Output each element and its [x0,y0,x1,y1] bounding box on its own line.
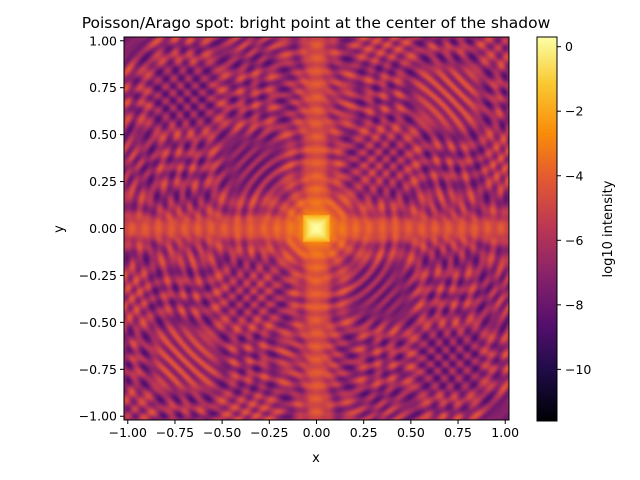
x-tick-label: 0.00 [303,425,331,440]
heatmap-image [124,37,509,420]
colorbar-tick-label: −10 [565,362,591,377]
colorbar-tick-label: −8 [565,297,583,312]
x-tick-label: −1.00 [109,425,147,440]
colorbar-gradient [537,37,557,421]
y-tick-label: −0.25 [79,268,117,283]
x-tick-label: 0.50 [397,425,425,440]
y-tick-label: 0.25 [89,174,117,189]
colorbar-axis: −10 −8 −6 −4 −2 0 [557,39,591,377]
colorbar-label: log10 intensity [601,180,616,277]
y-tick-label: 0.00 [89,221,117,236]
x-axis-label: x [312,451,320,466]
x-tick-label: −0.25 [250,425,288,440]
x-tick-label: 0.75 [444,425,472,440]
y-tick-label: 0.50 [89,127,117,142]
x-tick-label: −0.50 [203,425,241,440]
x-tick-label: 0.25 [350,425,378,440]
x-axis: −1.00 −0.75 −0.50 −0.25 0.00 0.25 0.50 0.75 1.00 [109,420,519,440]
y-tick-label: 1.00 [89,33,117,48]
x-tick-label: −0.75 [156,425,194,440]
colorbar-tick-label: −6 [565,233,583,248]
y-axis: −1.00 −0.75 −0.50 −0.25 0.00 0.25 0.50 0.75 1.00 [79,33,124,424]
y-tick-label: 0.75 [89,80,117,95]
y-tick-label: −0.75 [79,362,117,377]
colorbar-tick-label: −4 [565,168,583,183]
colorbar-tick-label: −2 [565,104,583,119]
colorbar-frame [536,36,558,422]
y-axis-label: y [52,225,67,233]
chart-title: Poisson/Arago spot: bright point at the … [82,14,551,32]
x-tick-label: 1.00 [491,425,519,440]
y-tick-label: −0.50 [79,315,117,330]
colorbar-tick-label: 0 [565,39,573,54]
y-tick-label: −1.00 [79,409,117,424]
